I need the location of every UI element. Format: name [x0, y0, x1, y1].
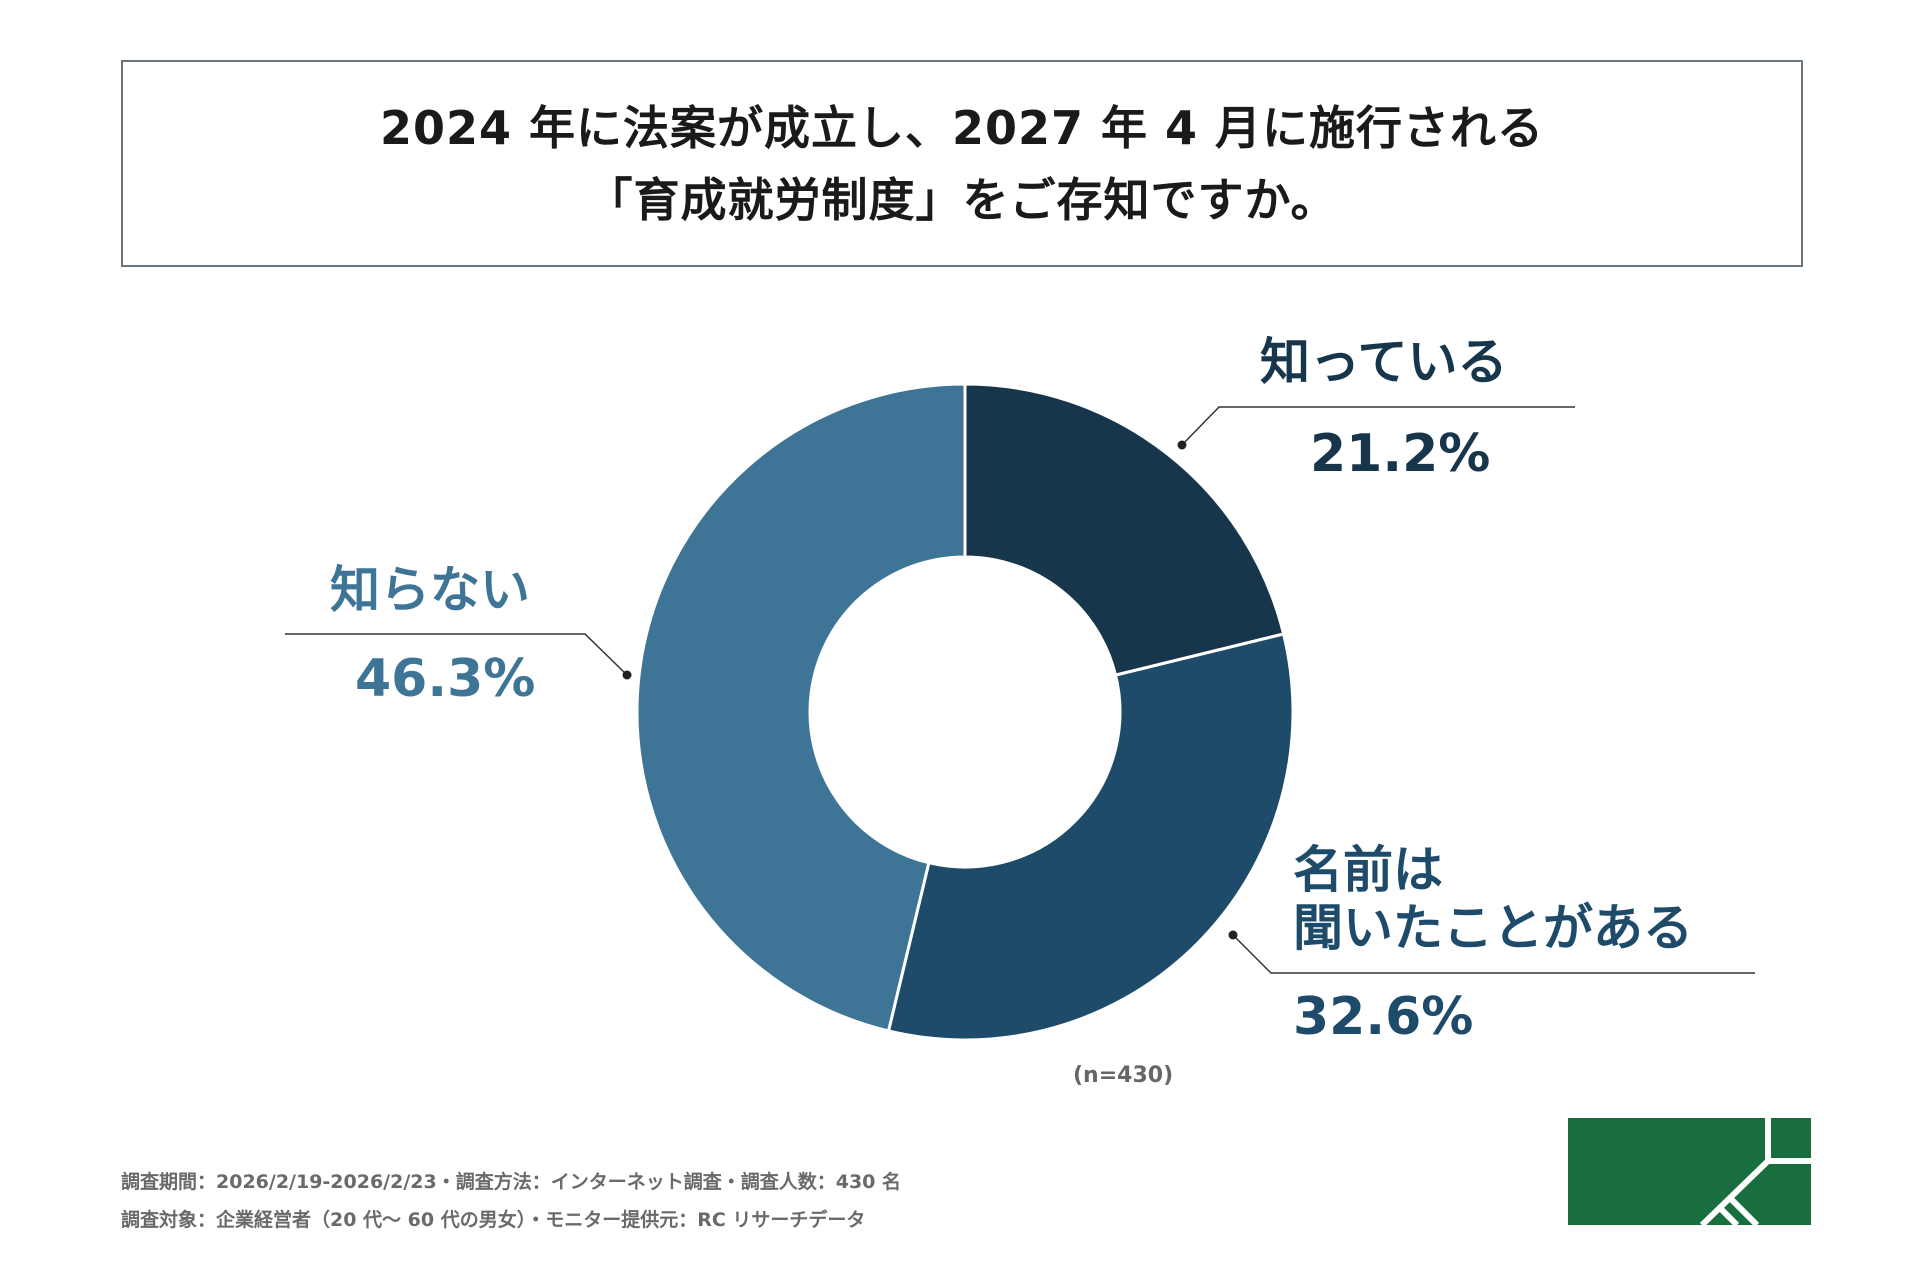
sample-size-note: (n=430): [1073, 1063, 1174, 1088]
label-heard-line2: 聞いたことがある: [1293, 899, 1693, 957]
leader-dot-know: [1177, 440, 1187, 450]
label-dont-know: 知らない: [330, 561, 530, 619]
percent-heard: 32.6%: [1293, 987, 1474, 1047]
leader-line-know: [1181, 406, 1575, 446]
company-logo-icon: [1568, 1118, 1811, 1228]
percent-know: 21.2%: [1310, 424, 1491, 484]
title-line-2: 「育成就労制度」をご存知ですか。: [586, 172, 1338, 227]
footer-survey-period: 調査期間：2026/2/19-2026/2/23・調査方法：インターネット調査・…: [121, 1171, 902, 1193]
slice-know: [963, 382, 1286, 677]
title-line-1: 2024 年に法案が成立し、2027 年 4 月に施行される: [379, 100, 1545, 155]
label-heard-line1: 名前は: [1293, 841, 1443, 899]
leader-line-heard: [1232, 934, 1755, 974]
percent-dont-know: 46.3%: [355, 649, 536, 709]
leader-line-dont-know: [285, 633, 628, 676]
leader-dot-heard: [1228, 930, 1238, 940]
title-box: 2024 年に法案が成立し、2027 年 4 月に施行される 「育成就労制度」を…: [121, 60, 1803, 267]
slice-heard: [886, 632, 1295, 1042]
label-know: 知っている: [1260, 333, 1508, 391]
slice-dont-know: [635, 382, 967, 1033]
footer-survey-target: 調査対象：企業経営者（20 代～ 60 代の男女）・モニター提供元：RC リサー…: [121, 1209, 866, 1231]
leader-dot-dont-know: [622, 670, 632, 680]
